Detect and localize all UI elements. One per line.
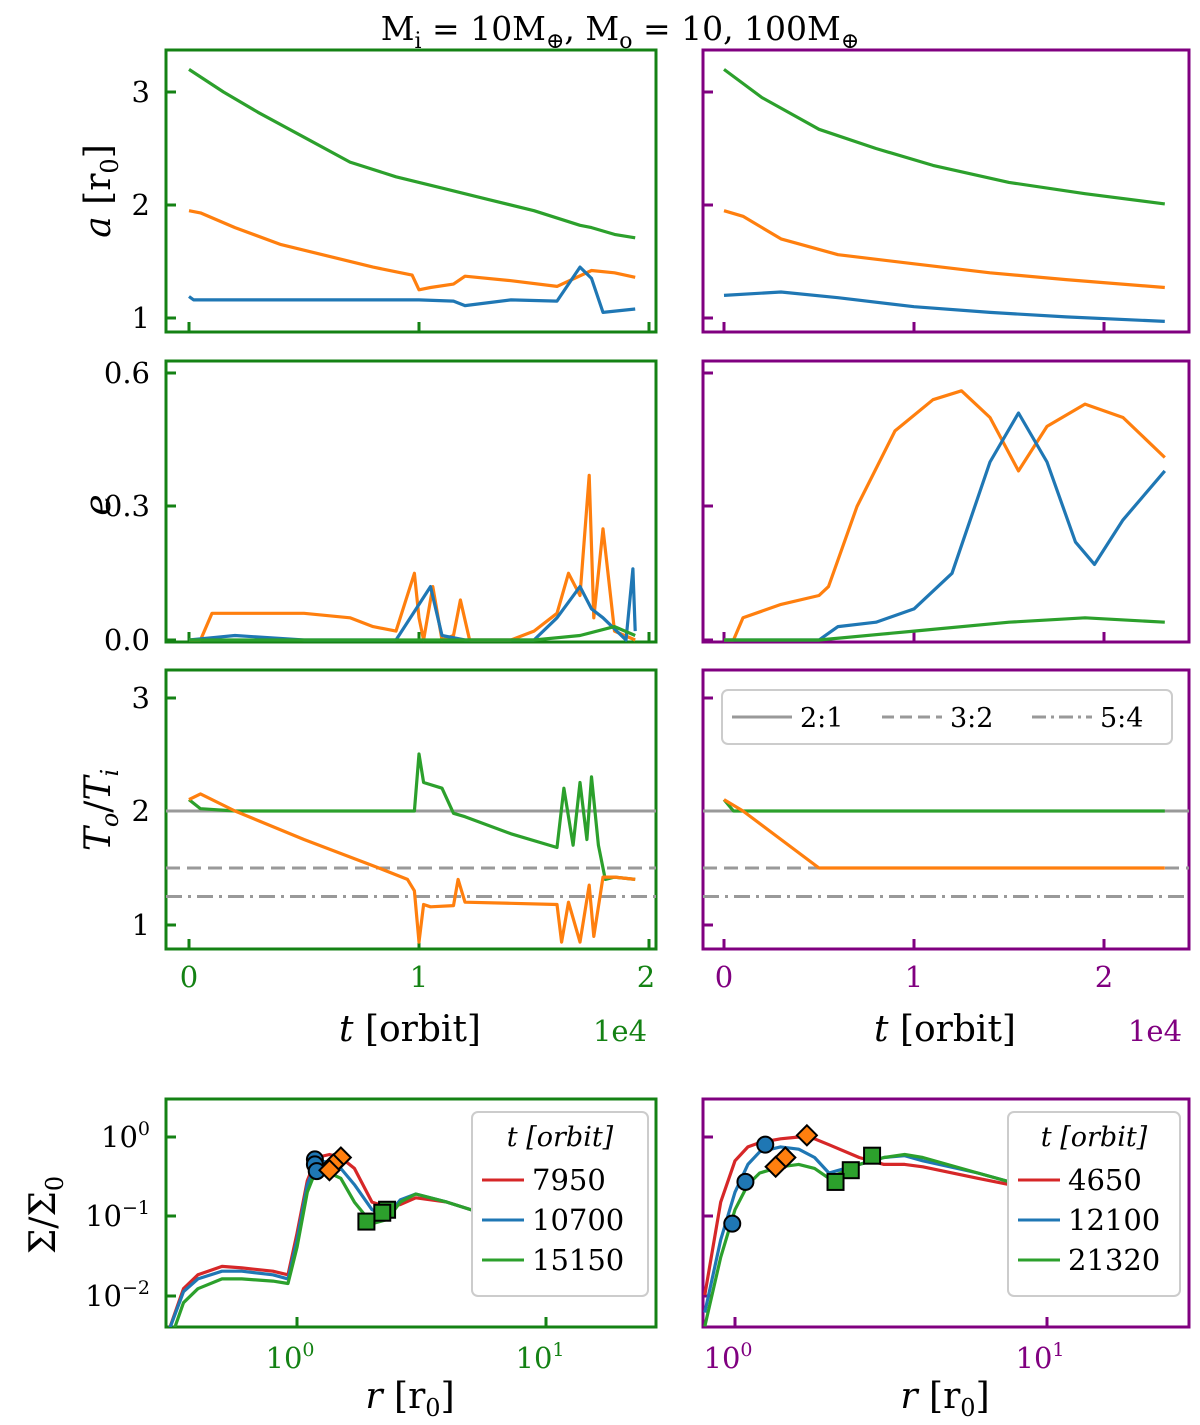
e-right-series-middle <box>724 389 1166 642</box>
sigma-right-series-21320 <box>703 1152 1142 1327</box>
a-right-series-middle <box>723 209 1165 290</box>
panel-sigma-right-frame <box>701 1097 1191 1329</box>
sigma-right-marker-square-2 <box>826 1172 845 1191</box>
e-right-series-outer <box>724 616 1165 642</box>
t-xtick-left-2: 2 <box>637 960 655 994</box>
a-ytick-1: 3 <box>132 75 150 109</box>
sigma-right-marker-square-1 <box>841 1161 860 1180</box>
sigma-ytick-3: 10−2 <box>85 1277 150 1313</box>
a-right-series-outer <box>723 68 1166 206</box>
surface-legend-right-title: t [orbit] <box>1041 1122 1148 1153</box>
sigma-right-marker-diamond-0 <box>795 1123 819 1147</box>
a-right-series-inner <box>723 290 1165 323</box>
t-offset-left: 1e4 <box>593 1014 647 1048</box>
sigma-ytick-2: 10−1 <box>85 1197 150 1233</box>
sigma-left-marker-diamond-2 <box>318 1158 341 1182</box>
sigma-left-yticks <box>166 1135 176 1298</box>
T-ytick-1: 3 <box>132 681 150 715</box>
panel-sigma-left-frame <box>164 1097 658 1329</box>
panel-e-left-frame <box>164 359 658 644</box>
r-xtick-left-0: 100 <box>266 1339 315 1375</box>
e-right-yticks <box>703 371 713 642</box>
sigma-right-marker-circle-2 <box>723 1214 742 1233</box>
figure-title: Mi = 10M⊕, Mo = 10, 100M⊕ <box>381 9 860 54</box>
surface-legend-right-entry-2: 12100 <box>1068 1203 1160 1237</box>
surface-legend-right-entry-3: 21320 <box>1068 1243 1160 1277</box>
x-ticks-right <box>722 322 1106 1327</box>
surface-legend-left: t [orbit] 7950 10700 15150 <box>471 1111 649 1297</box>
T-left-series-outer <box>188 752 636 882</box>
a-ytick-3: 1 <box>132 301 150 335</box>
legend-label-5-4: 5:4 <box>1100 703 1143 734</box>
t-xtick-left-0: 0 <box>180 960 198 994</box>
e-left-series-outer <box>189 624 636 642</box>
a-left-series-outer <box>188 68 636 240</box>
a-left-yticks <box>166 90 176 320</box>
e-ytick-3: 0.0 <box>104 623 150 657</box>
legend-label-3-2: 3:2 <box>950 703 993 734</box>
surface-legend-left-entry-3: 15150 <box>532 1243 624 1277</box>
t-xtick-right-0: 0 <box>715 960 733 994</box>
sigma-left-marker-square-2 <box>357 1212 376 1231</box>
sigma-right-marker-circle-1 <box>736 1172 755 1191</box>
surface-legend-right-entry-1: 4650 <box>1068 1163 1142 1197</box>
a-right-yticks <box>703 90 713 320</box>
sigma-right-marker-diamond-2 <box>764 1155 788 1179</box>
t-xtick-left-1: 1 <box>410 960 428 994</box>
ylabel-e: e <box>78 494 119 515</box>
sigma-right-series-4650 <box>703 1135 1142 1296</box>
legend-label-2-1: 2:1 <box>800 703 843 734</box>
xlabel-t-left: t [orbit] <box>339 1009 481 1050</box>
panel-a-right-frame <box>701 48 1191 334</box>
sigma-left-marker-square-1 <box>373 1203 392 1222</box>
r-xtick-left-1: 101 <box>516 1339 565 1375</box>
e-right-series-inner <box>724 411 1167 642</box>
t-xtick-right-1: 1 <box>905 960 923 994</box>
ylabel-T: To/Ti <box>78 769 124 851</box>
e-ytick-1: 0.6 <box>104 356 150 390</box>
sigma-right-marker-circle-0 <box>756 1135 775 1154</box>
r-xtick-right-0: 100 <box>704 1339 753 1375</box>
T-left-series-middle <box>188 792 636 944</box>
T-right-series-outer <box>722 798 1165 813</box>
ylabel-a: a [r0] <box>78 144 124 238</box>
surface-legend-right: t [orbit] 4650 12100 21320 <box>1007 1111 1181 1297</box>
xlabel-t-right: t [orbit] <box>874 1009 1016 1050</box>
T-ytick-2: 2 <box>132 794 150 828</box>
ylabel-sigma: Σ/Σ0 <box>23 1176 69 1254</box>
t-xtick-right-2: 2 <box>1095 960 1113 994</box>
sigma-right-marker-square-0 <box>863 1146 882 1165</box>
e-left-yticks <box>166 371 176 642</box>
e-ytick-2: 0.3 <box>104 489 150 523</box>
xlabel-r-left: r [r0] <box>365 1376 454 1422</box>
panel-e-right-frame <box>701 359 1191 644</box>
surface-legend-left-entry-2: 10700 <box>532 1203 624 1237</box>
panel-a-left-frame <box>164 48 658 334</box>
t-offset-right: 1e4 <box>1128 1014 1182 1048</box>
r-xtick-right-1: 101 <box>1016 1339 1065 1375</box>
surface-legend-left-entry-1: 7950 <box>532 1163 606 1197</box>
T-ytick-3: 1 <box>132 908 150 942</box>
a-ytick-2: 2 <box>132 188 150 222</box>
sigma-ytick-1: 100 <box>101 1118 150 1154</box>
resonance-legend: 2:1 3:2 5:4 <box>721 689 1173 745</box>
surface-legend-left-title: t [orbit] <box>507 1122 614 1153</box>
T-right-series-middle <box>723 798 1165 870</box>
a-left-series-inner <box>188 265 636 314</box>
xlabel-r-right: r [r0] <box>900 1376 989 1422</box>
